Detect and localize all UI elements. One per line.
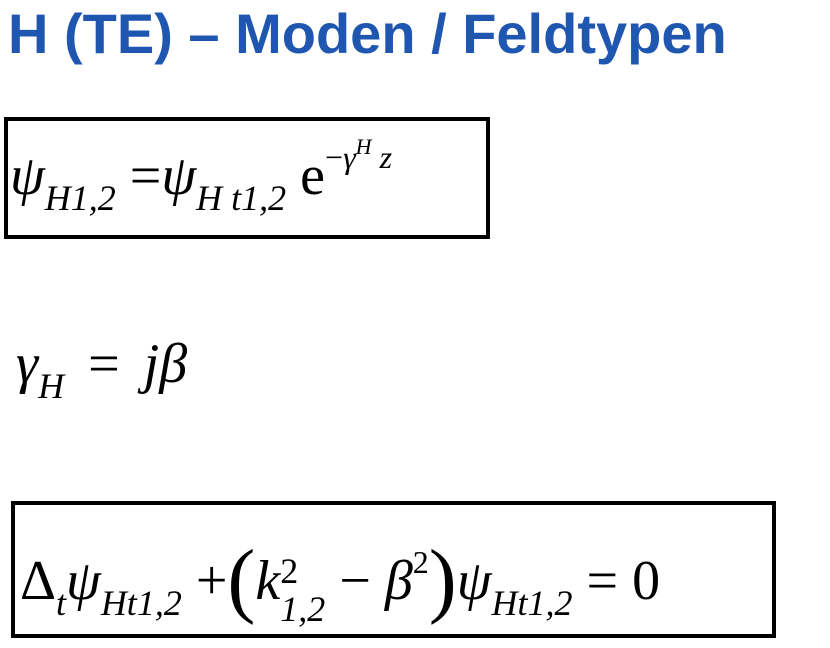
psi-transverse-symbol: ψ <box>161 145 197 207</box>
k-superscript: 2 <box>280 551 299 592</box>
beta-symbol: β <box>159 333 188 395</box>
beta-superscript: 2 <box>412 544 429 580</box>
exp-base: e <box>300 145 326 207</box>
slide-title: H (TE) – Moden / Feldtypen <box>8 2 727 65</box>
equation-box-helmholtz <box>11 501 776 638</box>
j-symbol: j <box>143 333 160 395</box>
gamma-subscript: H <box>38 366 65 406</box>
psi-symbol: ψ <box>66 550 101 612</box>
exponent: −γH z <box>325 136 393 175</box>
psi-subscript: Ht1,2 <box>100 583 182 623</box>
equation-helmholtz: ΔtψHt1,2 +(k 2 1,2 − β2)ψHt1,2 = 0 <box>20 530 661 629</box>
k-indices: 2 1,2 <box>280 552 325 628</box>
psi-subscript: H1,2 <box>44 178 116 218</box>
psi-symbol-2: ψ <box>456 550 492 612</box>
equation-propagation-constant: γH = jβ <box>16 333 188 404</box>
equals-sign: = <box>88 333 120 395</box>
equation-box-wave-function <box>4 117 490 239</box>
equals-sign: = <box>129 145 162 207</box>
left-paren: ( <box>227 533 256 626</box>
psi-transverse-subscript: H t1,2 <box>196 178 287 218</box>
k-symbol: k <box>255 550 281 612</box>
right-paren: ) <box>428 533 457 626</box>
minus-sign: − <box>339 550 371 612</box>
gamma-symbol: γ <box>16 333 39 395</box>
exponent-gamma-subscript: H <box>355 134 372 159</box>
plus-sign: + <box>195 550 228 612</box>
equals-sign: = <box>586 550 619 612</box>
exponent-gamma: γ <box>343 139 356 175</box>
psi-subscript-2: Ht1,2 <box>491 583 573 623</box>
delta-subscript: t <box>56 583 67 623</box>
beta-symbol: β <box>384 550 413 612</box>
delta-symbol: Δ <box>20 550 57 612</box>
k-subscript: 1,2 <box>280 589 326 630</box>
zero: 0 <box>632 550 661 612</box>
equation-wave-function: ψH1,2 =ψH t1,2 e−γH z <box>10 136 392 217</box>
exponent-z: z <box>379 139 393 175</box>
exponent-minus: − <box>325 139 344 175</box>
psi-symbol: ψ <box>10 145 45 207</box>
